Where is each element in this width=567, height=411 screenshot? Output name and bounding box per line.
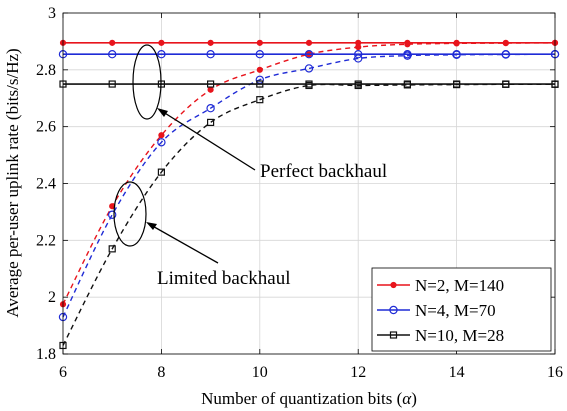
perfect-backhaul-point	[354, 50, 363, 59]
limited-backhaul-point	[404, 41, 411, 48]
y-axis-label: Average per-user uplink rate (bits/s/Hz)	[3, 48, 22, 317]
legend-swatch-marker	[390, 281, 397, 289]
perfect-backhaul-point	[206, 50, 215, 59]
perfect-backhaul-arrow	[159, 109, 256, 171]
x-tick-label: 8	[157, 364, 165, 381]
x-tick-label: 14	[449, 364, 465, 381]
legend-label: N=10, M=28	[415, 326, 504, 345]
limited-backhaul-point	[107, 210, 117, 219]
limited-backhaul-point	[453, 81, 461, 89]
perfect-backhaul-point	[207, 39, 214, 46]
y-tick-label: 3	[48, 5, 56, 22]
limited-backhaul-arrowhead	[146, 222, 157, 230]
legend-item-3: N=10, M=28	[377, 326, 504, 345]
limited-backhaul-point	[157, 168, 165, 176]
perfect-backhaul-point	[304, 50, 314, 59]
perfect-backhaul-label: Perfect backhaul	[260, 161, 387, 182]
x-tick-label: 6	[59, 364, 67, 381]
y-tick-label: 2.6	[36, 119, 56, 136]
legend-label: N=4, M=70	[415, 301, 496, 320]
perfect-backhaul-point	[256, 80, 264, 88]
limited-backhaul-point	[206, 103, 215, 113]
legend-label: N=2, M=140	[415, 276, 504, 295]
y-tick-label: 1.8	[36, 346, 56, 363]
limited-backhaul-point	[355, 44, 362, 51]
legend-swatch-marker	[389, 305, 398, 315]
legend-swatch-marker	[389, 331, 398, 339]
axis-titles: Number of quantization bits (α) Average …	[3, 48, 417, 408]
perfect-backhaul-point	[157, 50, 166, 59]
limited-backhaul-point	[453, 40, 460, 47]
limited-backhaul-point	[207, 118, 215, 127]
limited-backhaul-arrow	[148, 223, 219, 264]
legend: N=2, M=140 N=4, M=70 N=10, M=28	[371, 267, 552, 352]
perfect-backhaul-point	[107, 50, 117, 59]
limited-backhaul-point	[256, 96, 264, 104]
limited-backhaul-point	[305, 81, 313, 90]
limited-backhaul-point	[108, 245, 116, 253]
perfect-backhaul-point	[109, 39, 116, 46]
limited-backhaul-line	[62, 42, 556, 305]
limited-backhaul-point	[207, 86, 214, 93]
limited-backhaul-point	[304, 64, 314, 73]
limited-backhaul-point	[502, 40, 509, 47]
limited-backhaul-point	[502, 80, 510, 88]
x-tick-label: 12	[350, 364, 366, 381]
limited-backhaul-line	[62, 83, 556, 346]
limited-backhaul-point	[403, 51, 412, 60]
limited-backhaul-point	[354, 54, 363, 63]
y-tick-label: 2.2	[36, 232, 56, 249]
series-2	[58, 50, 560, 322]
perfect-backhaul-ellipse	[132, 44, 162, 120]
x-tick-label: 16	[547, 364, 563, 381]
x-axis-label: Number of quantization bits (α)	[201, 389, 417, 408]
limited-backhaul-line	[62, 53, 556, 318]
limited-backhaul-point	[501, 50, 510, 59]
y-tick-label: 2.4	[36, 176, 56, 193]
perfect-backhaul-point	[207, 80, 215, 88]
limited-backhaul-label: Limited backhaul	[157, 268, 290, 289]
limited-backhaul-point	[403, 81, 411, 89]
perfect-backhaul-arrowhead	[157, 108, 168, 117]
perfect-backhaul-point	[305, 39, 313, 46]
y-tick-label: 2.8	[36, 62, 56, 79]
limited-backhaul-ellipse	[113, 181, 147, 247]
limited-backhaul-point	[452, 50, 461, 59]
limited-backhaul-point	[157, 138, 166, 147]
perfect-backhaul-point	[256, 39, 263, 46]
limited-backhaul-point	[354, 81, 362, 90]
ticks: 6 8 10 12 14 16 1.8 2 2.2 2.4 2.6 2.8 3	[36, 5, 563, 381]
perfect-backhaul-point	[158, 39, 165, 46]
annotations: Perfect backhaul Limited backhaul	[113, 44, 387, 289]
limited-backhaul-point	[256, 66, 263, 73]
limited-backhaul-point	[158, 132, 165, 139]
perfect-backhaul-point	[108, 80, 116, 88]
legend-item-2: N=4, M=70	[377, 301, 496, 320]
perfect-backhaul-point	[255, 50, 264, 59]
legend-item-1: N=2, M=140	[377, 276, 504, 295]
x-tick-label: 10	[252, 364, 268, 381]
y-tick-label: 2	[48, 289, 56, 306]
